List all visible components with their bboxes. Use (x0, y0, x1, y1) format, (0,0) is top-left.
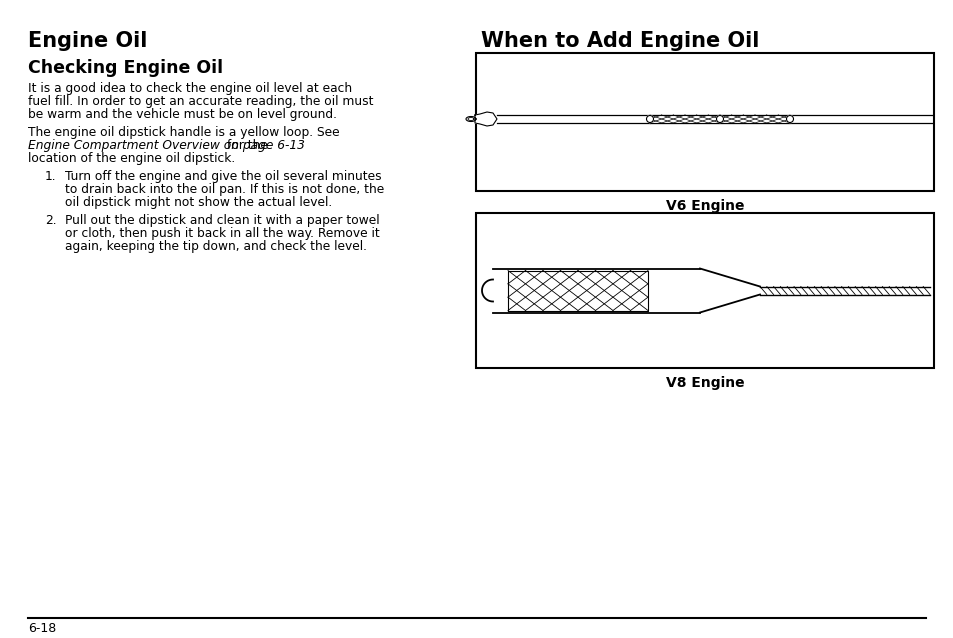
Polygon shape (760, 286, 929, 295)
Text: fuel fill. In order to get an accurate reading, the oil must: fuel fill. In order to get an accurate r… (28, 95, 374, 108)
Text: again, keeping the tip down, and check the level.: again, keeping the tip down, and check t… (65, 240, 367, 253)
Text: The engine oil dipstick handle is a yellow loop. See: The engine oil dipstick handle is a yell… (28, 126, 339, 139)
Bar (476, 53, 933, 191)
Text: to drain back into the oil pan. If this is not done, the: to drain back into the oil pan. If this … (65, 183, 384, 196)
Text: be warm and the vehicle must be on level ground.: be warm and the vehicle must be on level… (28, 108, 336, 121)
Text: When to Add Engine Oil: When to Add Engine Oil (480, 31, 759, 51)
Text: Engine Compartment Overview on page 6-13: Engine Compartment Overview on page 6-13 (28, 139, 305, 152)
Text: V6 Engine: V6 Engine (665, 199, 743, 213)
Polygon shape (700, 269, 760, 313)
Polygon shape (507, 271, 647, 311)
Polygon shape (649, 115, 789, 123)
Text: Pull out the dipstick and clean it with a paper towel: Pull out the dipstick and clean it with … (65, 214, 379, 227)
Text: 1.: 1. (45, 170, 56, 183)
Bar (476, 213, 933, 368)
Text: location of the engine oil dipstick.: location of the engine oil dipstick. (28, 152, 235, 165)
Circle shape (716, 115, 722, 122)
Text: Engine Oil: Engine Oil (28, 31, 147, 51)
Text: Checking Engine Oil: Checking Engine Oil (28, 59, 223, 77)
Polygon shape (475, 112, 497, 126)
Text: It is a good idea to check the engine oil level at each: It is a good idea to check the engine oi… (28, 82, 352, 95)
Circle shape (785, 115, 793, 122)
Text: oil dipstick might not show the actual level.: oil dipstick might not show the actual l… (65, 196, 332, 209)
Text: Turn off the engine and give the oil several minutes: Turn off the engine and give the oil sev… (65, 170, 381, 183)
Text: for the: for the (223, 139, 268, 152)
Circle shape (646, 115, 653, 122)
Text: V8 Engine: V8 Engine (665, 376, 743, 390)
Polygon shape (481, 269, 493, 313)
Text: or cloth, then push it back in all the way. Remove it: or cloth, then push it back in all the w… (65, 227, 379, 240)
Text: 6-18: 6-18 (28, 622, 56, 635)
Text: 2.: 2. (45, 214, 56, 227)
